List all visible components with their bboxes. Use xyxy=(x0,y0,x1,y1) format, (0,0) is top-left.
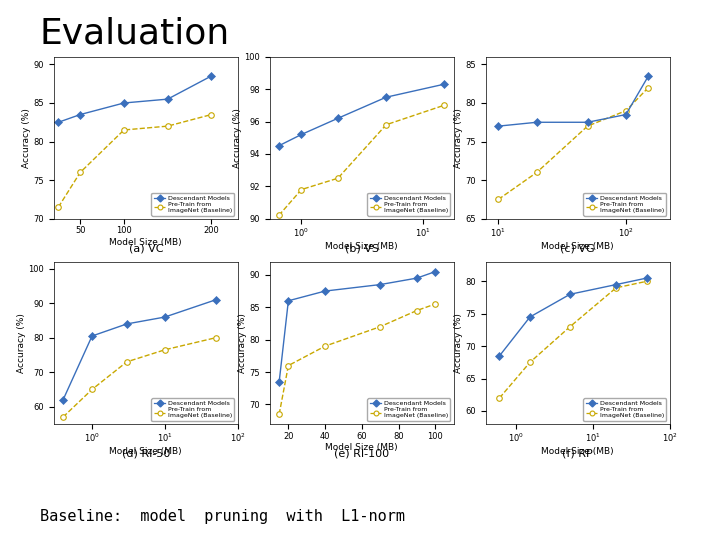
Legend: Descendant Models, Pre-Train from
ImageNet (Baseline): Descendant Models, Pre-Train from ImageN… xyxy=(583,399,667,421)
Text: Baseline:  model  pruning  with  L1-norm: Baseline: model pruning with L1-norm xyxy=(40,509,405,524)
Legend: Descendant Models, Pre-Train from
ImageNet (Baseline): Descendant Models, Pre-Train from ImageN… xyxy=(151,193,235,215)
Text: (c) VG: (c) VG xyxy=(560,243,595,253)
Text: (b) VS: (b) VS xyxy=(345,243,379,253)
Text: (f) RP: (f) RP xyxy=(562,448,593,458)
Text: (e) RI-100: (e) RI-100 xyxy=(334,448,390,458)
Text: (d) RI-50: (d) RI-50 xyxy=(122,448,170,458)
Y-axis label: Accuracy (%): Accuracy (%) xyxy=(17,313,26,373)
X-axis label: Model Size (MB): Model Size (MB) xyxy=(109,238,182,247)
Legend: Descendant Models, Pre-Train from
ImageNet (Baseline): Descendant Models, Pre-Train from ImageN… xyxy=(151,399,235,421)
Y-axis label: Accuracy (%): Accuracy (%) xyxy=(233,108,242,167)
Y-axis label: Accuracy (%): Accuracy (%) xyxy=(238,313,247,373)
Y-axis label: Accuracy (%): Accuracy (%) xyxy=(454,108,463,167)
Y-axis label: Accuracy (%): Accuracy (%) xyxy=(22,108,31,167)
X-axis label: Model Size (MB): Model Size (MB) xyxy=(109,447,182,456)
X-axis label: Model Size (MB): Model Size (MB) xyxy=(325,241,398,251)
Legend: Descendant Models, Pre-Train from
ImageNet (Baseline): Descendant Models, Pre-Train from ImageN… xyxy=(367,399,451,421)
Y-axis label: Accuracy (%): Accuracy (%) xyxy=(454,313,463,373)
Legend: Descendant Models, Pre-Train from
ImageNet (Baseline): Descendant Models, Pre-Train from ImageN… xyxy=(367,193,451,215)
Text: Evaluation: Evaluation xyxy=(40,16,230,50)
X-axis label: Model Size (MB): Model Size (MB) xyxy=(325,443,398,453)
Text: (a) VC: (a) VC xyxy=(129,243,163,253)
X-axis label: Model Size (MB): Model Size (MB) xyxy=(541,447,614,456)
Legend: Descendant Models, Pre-Train from
ImageNet (Baseline): Descendant Models, Pre-Train from ImageN… xyxy=(583,193,667,215)
X-axis label: Model Size (MB): Model Size (MB) xyxy=(541,241,614,251)
